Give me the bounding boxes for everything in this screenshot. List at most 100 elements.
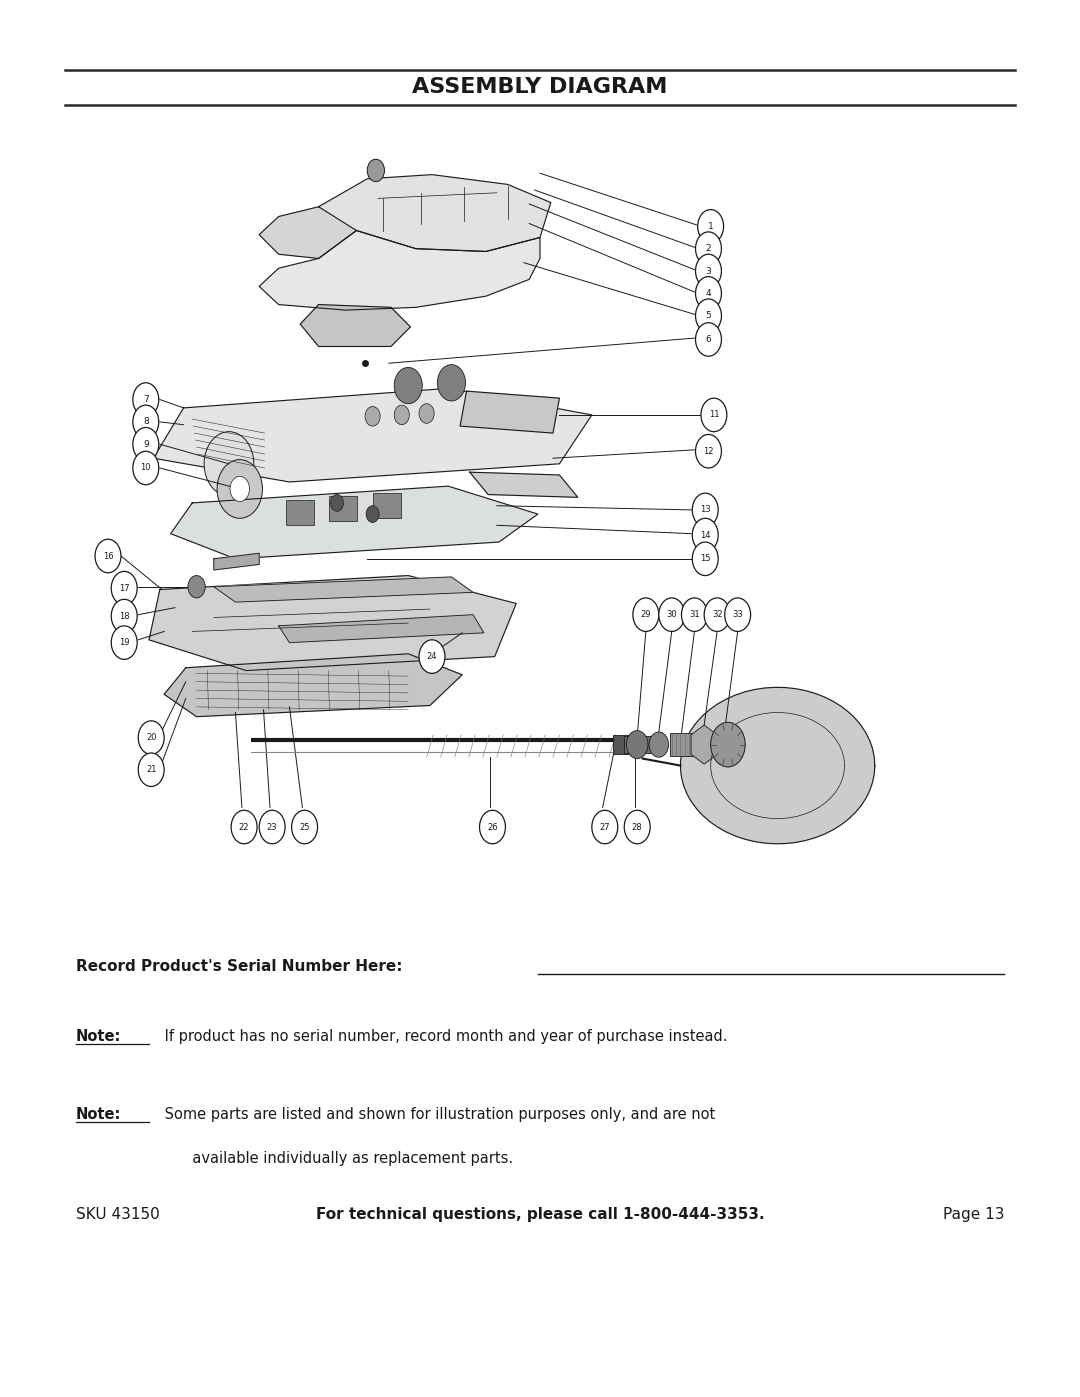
Circle shape bbox=[111, 599, 137, 633]
Circle shape bbox=[367, 159, 384, 182]
Polygon shape bbox=[259, 231, 540, 310]
Text: available individually as replacement parts.: available individually as replacement pa… bbox=[160, 1151, 513, 1166]
Text: 19: 19 bbox=[119, 638, 130, 647]
Circle shape bbox=[419, 640, 445, 673]
Circle shape bbox=[480, 810, 505, 844]
Circle shape bbox=[330, 495, 343, 511]
Text: 23: 23 bbox=[267, 823, 278, 831]
Circle shape bbox=[696, 323, 721, 356]
Text: 8: 8 bbox=[143, 418, 149, 426]
Text: 5: 5 bbox=[705, 312, 712, 320]
Circle shape bbox=[437, 365, 465, 401]
Text: 26: 26 bbox=[487, 823, 498, 831]
Polygon shape bbox=[259, 207, 356, 258]
Polygon shape bbox=[680, 687, 875, 844]
Text: 3: 3 bbox=[705, 267, 712, 275]
Circle shape bbox=[204, 432, 254, 496]
Text: 4: 4 bbox=[705, 289, 712, 298]
Circle shape bbox=[659, 598, 685, 631]
Circle shape bbox=[696, 277, 721, 310]
Circle shape bbox=[217, 460, 262, 518]
Circle shape bbox=[592, 810, 618, 844]
Circle shape bbox=[133, 427, 159, 461]
Polygon shape bbox=[300, 305, 410, 346]
Circle shape bbox=[366, 506, 379, 522]
Circle shape bbox=[231, 810, 257, 844]
Text: 31: 31 bbox=[689, 610, 700, 619]
Bar bbox=[613, 735, 635, 754]
Bar bbox=[373, 493, 401, 518]
Circle shape bbox=[138, 721, 164, 754]
Circle shape bbox=[696, 299, 721, 332]
Text: 16: 16 bbox=[103, 552, 113, 560]
Text: 14: 14 bbox=[700, 531, 711, 539]
Circle shape bbox=[626, 731, 648, 759]
Circle shape bbox=[696, 232, 721, 265]
Circle shape bbox=[696, 434, 721, 468]
Text: 1: 1 bbox=[707, 222, 714, 231]
Circle shape bbox=[696, 254, 721, 288]
Polygon shape bbox=[319, 175, 551, 251]
Text: Note:: Note: bbox=[76, 1028, 121, 1044]
Text: 22: 22 bbox=[239, 823, 249, 831]
Text: 33: 33 bbox=[732, 610, 743, 619]
Text: 32: 32 bbox=[712, 610, 723, 619]
Text: 28: 28 bbox=[632, 823, 643, 831]
Text: Page 13: Page 13 bbox=[943, 1207, 1004, 1222]
Text: Some parts are listed and shown for illustration purposes only, and are not: Some parts are listed and shown for illu… bbox=[160, 1106, 715, 1122]
Circle shape bbox=[711, 722, 745, 767]
Text: If product has no serial number, record month and year of purchase instead.: If product has no serial number, record … bbox=[160, 1028, 727, 1044]
Circle shape bbox=[259, 810, 285, 844]
Circle shape bbox=[394, 367, 422, 404]
Circle shape bbox=[111, 571, 137, 605]
Circle shape bbox=[633, 598, 659, 631]
Bar bbox=[286, 500, 314, 525]
Bar bbox=[670, 733, 693, 756]
Text: 29: 29 bbox=[640, 610, 651, 619]
Text: 13: 13 bbox=[700, 506, 711, 514]
Circle shape bbox=[419, 404, 434, 423]
Polygon shape bbox=[171, 486, 538, 559]
Text: 21: 21 bbox=[146, 766, 157, 774]
Text: Note:: Note: bbox=[76, 1106, 121, 1122]
Circle shape bbox=[394, 405, 409, 425]
Polygon shape bbox=[279, 615, 484, 643]
Circle shape bbox=[692, 518, 718, 552]
Text: 25: 25 bbox=[299, 823, 310, 831]
Polygon shape bbox=[460, 391, 559, 433]
Circle shape bbox=[95, 539, 121, 573]
Polygon shape bbox=[164, 654, 462, 717]
Text: Record Product's Serial Number Here:: Record Product's Serial Number Here: bbox=[76, 958, 402, 974]
Text: 20: 20 bbox=[146, 733, 157, 742]
Circle shape bbox=[701, 398, 727, 432]
Text: For technical questions, please call 1-800-444-3353.: For technical questions, please call 1-8… bbox=[315, 1207, 765, 1222]
Circle shape bbox=[681, 598, 707, 631]
Text: 9: 9 bbox=[143, 440, 149, 448]
Circle shape bbox=[692, 493, 718, 527]
Circle shape bbox=[725, 598, 751, 631]
Circle shape bbox=[188, 576, 205, 598]
Circle shape bbox=[292, 810, 318, 844]
Circle shape bbox=[133, 451, 159, 485]
Circle shape bbox=[230, 476, 249, 502]
Circle shape bbox=[692, 542, 718, 576]
Bar bbox=[329, 496, 357, 521]
Bar bbox=[624, 736, 652, 753]
Circle shape bbox=[365, 407, 380, 426]
Text: 15: 15 bbox=[700, 555, 711, 563]
Text: ASSEMBLY DIAGRAM: ASSEMBLY DIAGRAM bbox=[413, 77, 667, 96]
Text: 24: 24 bbox=[427, 652, 437, 661]
Polygon shape bbox=[153, 388, 592, 482]
Text: SKU 43150: SKU 43150 bbox=[76, 1207, 160, 1222]
Circle shape bbox=[704, 598, 730, 631]
Text: 12: 12 bbox=[703, 447, 714, 455]
Circle shape bbox=[649, 732, 669, 757]
Text: 2: 2 bbox=[705, 244, 712, 253]
Text: 18: 18 bbox=[119, 612, 130, 620]
Polygon shape bbox=[214, 553, 259, 570]
Circle shape bbox=[111, 626, 137, 659]
Text: 17: 17 bbox=[119, 584, 130, 592]
Circle shape bbox=[624, 810, 650, 844]
Circle shape bbox=[133, 405, 159, 439]
Circle shape bbox=[133, 383, 159, 416]
